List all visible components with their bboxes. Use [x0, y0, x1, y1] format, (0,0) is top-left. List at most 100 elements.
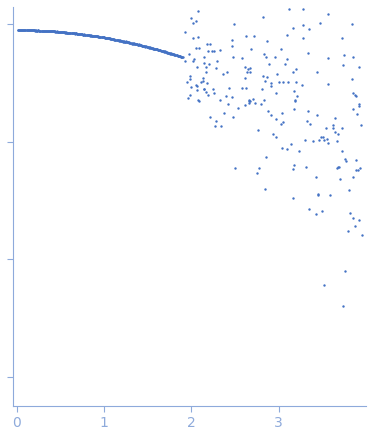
- Point: [38, 27, 44, 34]
- Point: [109, 35, 115, 42]
- Point: [317, 20, 323, 27]
- Point: [263, 154, 269, 161]
- Point: [51, 28, 57, 35]
- Point: [124, 38, 130, 45]
- Point: [337, 175, 343, 182]
- Point: [242, 63, 248, 70]
- Point: [85, 31, 91, 38]
- Point: [18, 26, 24, 33]
- Point: [87, 32, 93, 39]
- Point: [25, 27, 31, 34]
- Point: [131, 40, 137, 47]
- Point: [153, 46, 159, 53]
- Point: [101, 34, 107, 41]
- Point: [128, 39, 134, 46]
- Point: [313, 173, 319, 180]
- Point: [78, 31, 84, 38]
- Point: [90, 32, 96, 39]
- Point: [276, 79, 282, 86]
- Point: [101, 34, 107, 41]
- Point: [180, 54, 186, 61]
- Point: [97, 34, 103, 41]
- Point: [201, 60, 207, 67]
- Point: [36, 27, 42, 34]
- Point: [74, 30, 80, 37]
- Point: [334, 137, 340, 144]
- Point: [191, 55, 197, 62]
- Point: [71, 30, 77, 37]
- Point: [178, 53, 184, 60]
- Point: [343, 158, 349, 165]
- Point: [17, 27, 23, 34]
- Point: [193, 18, 199, 25]
- Point: [22, 27, 28, 34]
- Point: [201, 85, 207, 92]
- Point: [79, 31, 85, 38]
- Point: [28, 27, 34, 34]
- Point: [152, 45, 158, 52]
- Point: [352, 92, 358, 99]
- Point: [138, 42, 144, 49]
- Point: [129, 39, 135, 46]
- Point: [306, 26, 312, 33]
- Point: [247, 0, 253, 3]
- Point: [188, 84, 194, 91]
- Point: [170, 51, 176, 58]
- Point: [291, 88, 297, 95]
- Point: [273, 90, 279, 97]
- Point: [89, 32, 95, 39]
- Point: [119, 37, 125, 44]
- Point: [81, 31, 87, 38]
- Point: [51, 28, 57, 35]
- Point: [131, 40, 137, 47]
- Point: [88, 32, 94, 39]
- Point: [102, 35, 108, 42]
- Point: [53, 28, 59, 35]
- Point: [350, 90, 356, 97]
- Point: [336, 164, 342, 171]
- Point: [247, 64, 253, 71]
- Point: [206, 60, 212, 67]
- Point: [218, 122, 224, 129]
- Point: [190, 35, 196, 42]
- Point: [93, 33, 99, 40]
- Point: [123, 38, 129, 45]
- Point: [352, 222, 358, 229]
- Point: [106, 35, 112, 42]
- Point: [268, 82, 274, 89]
- Point: [335, 163, 341, 170]
- Point: [40, 28, 46, 35]
- Point: [357, 165, 363, 172]
- Point: [15, 27, 21, 34]
- Point: [156, 47, 162, 54]
- Point: [174, 52, 180, 59]
- Point: [164, 49, 170, 56]
- Point: [99, 34, 105, 41]
- Point: [340, 303, 346, 310]
- Point: [314, 211, 320, 218]
- Point: [20, 27, 26, 34]
- Point: [110, 36, 116, 43]
- Point: [62, 29, 68, 36]
- Point: [303, 164, 309, 171]
- Point: [198, 78, 204, 85]
- Point: [59, 28, 65, 35]
- Point: [56, 29, 62, 36]
- Point: [87, 32, 93, 39]
- Point: [179, 53, 185, 60]
- Point: [244, 69, 250, 76]
- Point: [76, 30, 82, 37]
- Point: [318, 133, 324, 140]
- Point: [23, 27, 29, 34]
- Point: [103, 35, 109, 42]
- Point: [109, 36, 115, 43]
- Point: [83, 31, 89, 38]
- Point: [232, 164, 238, 171]
- Point: [94, 33, 100, 40]
- Point: [45, 28, 51, 35]
- Point: [211, 47, 217, 54]
- Point: [106, 35, 112, 42]
- Point: [65, 29, 71, 36]
- Point: [47, 28, 53, 35]
- Point: [147, 44, 153, 51]
